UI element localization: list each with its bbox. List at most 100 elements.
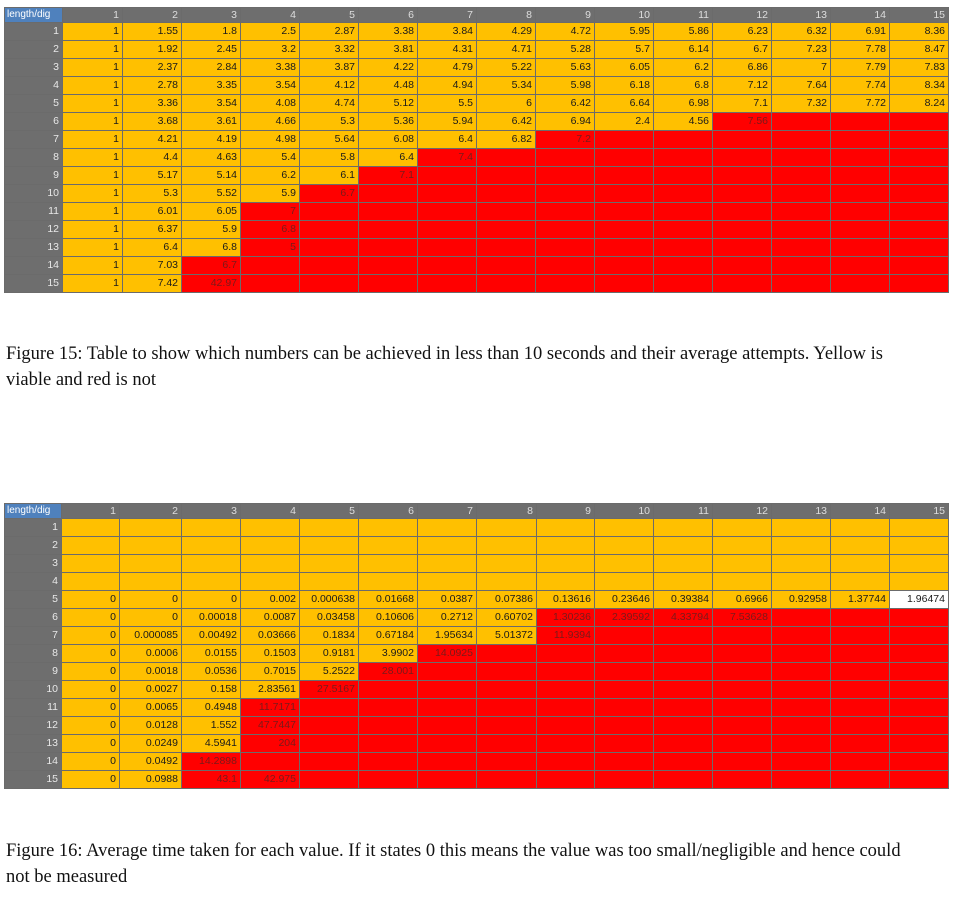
table-cell: 1.55: [122, 22, 182, 41]
table-cell: [830, 608, 890, 627]
table-cell: [653, 238, 713, 257]
table-cell: 7.64: [771, 76, 831, 95]
column-header: 2: [122, 7, 182, 23]
table-cell: [771, 554, 831, 573]
table-cell: 5.14: [181, 166, 241, 185]
table-cell: [889, 554, 949, 573]
table-cell: [476, 770, 537, 789]
table-cell: 4.21: [122, 130, 182, 149]
table-cell: 4.63: [181, 148, 241, 167]
table-cell: 7.23: [771, 40, 831, 59]
table-cell: 0.0018: [119, 662, 182, 681]
table-cell: 0.92958: [771, 590, 831, 609]
row-header: 8: [4, 644, 62, 663]
column-header: 8: [476, 7, 536, 23]
table-cell: [771, 184, 831, 203]
table-cell: [830, 536, 890, 555]
column-header: 8: [476, 503, 537, 519]
table-cell: 3.32: [299, 40, 359, 59]
table-cell: [771, 274, 831, 293]
table-cell: 1.552: [181, 716, 241, 735]
table-cell: [712, 770, 772, 789]
row-header: 11: [4, 202, 63, 221]
table-cell: 6.01: [122, 202, 182, 221]
table-cell: [653, 166, 713, 185]
column-header: 7: [417, 7, 477, 23]
table-cell: [830, 518, 890, 537]
table-cell: 6.8: [181, 238, 241, 257]
table-cell: [240, 554, 300, 573]
table-cell: [771, 148, 831, 167]
table-cell: [299, 220, 359, 239]
table-cell: 5.36: [358, 112, 418, 131]
table-cell: 5.64: [299, 130, 359, 149]
table-cell: [712, 184, 772, 203]
column-header: 1: [61, 503, 120, 519]
table-cell: [653, 536, 713, 555]
table-cell: 204: [240, 734, 300, 753]
table-cell: 6.05: [594, 58, 654, 77]
table-cell: [536, 716, 595, 735]
table-cell: [476, 572, 537, 591]
table-cell: [299, 734, 359, 753]
table-cell: [535, 184, 595, 203]
table-cell: 0.7015: [240, 662, 300, 681]
table-cell: 27.5167: [299, 680, 359, 699]
column-header: 10: [594, 503, 654, 519]
table-cell: 0.4948: [181, 698, 241, 717]
table-cell: 6.8: [653, 76, 713, 95]
table-cell: 5.34: [476, 76, 536, 95]
table-cell: [712, 202, 772, 221]
table-cell: [476, 518, 537, 537]
column-header: 10: [594, 7, 654, 23]
table-cell: [299, 572, 359, 591]
table-cell: [417, 166, 477, 185]
table-cell: [417, 274, 477, 293]
table-cell: 2.87: [299, 22, 359, 41]
table-cell: [712, 274, 772, 293]
table-cell: 6.4: [122, 238, 182, 257]
row-header: 5: [4, 590, 62, 609]
table-row: 12 1 6.37 5.9 6.8: [4, 220, 949, 239]
table-cell: 1: [62, 184, 123, 203]
table-cell: 4.12: [299, 76, 359, 95]
table-cell: 6.82: [476, 130, 536, 149]
table-cell: 0.000085: [119, 626, 182, 645]
table-cell: 0.0006: [119, 644, 182, 663]
table-cell: 3.54: [240, 76, 300, 95]
figure-15-table: length/dig 1 2 3 4 5 6 7 8 9 10 11 12 13 14 15 1 1 1.55 1.8…: [4, 7, 949, 293]
table-cell: [240, 572, 300, 591]
row-header: 11: [4, 698, 62, 717]
table-cell: [830, 256, 890, 275]
table-cell: [712, 734, 772, 753]
table-cell: 0.13616: [536, 590, 595, 609]
column-header: 14: [830, 7, 890, 23]
table-cell: 7.79: [830, 58, 890, 77]
table-cell: [476, 644, 537, 663]
table-cell: 5: [240, 238, 300, 257]
table-cell: 0.07386: [476, 590, 537, 609]
table-cell: 0: [61, 626, 120, 645]
table-cell: [830, 202, 890, 221]
table-cell: [476, 662, 537, 681]
table-row: 9 1 5.17 5.14 6.2 6.1 7.1: [4, 166, 949, 185]
table-cell: [61, 554, 120, 573]
table-cell: [830, 130, 890, 149]
table-cell: [889, 752, 949, 771]
table-cell: 4.71: [476, 40, 536, 59]
table-cell: [771, 770, 831, 789]
table-cell: 0.01668: [358, 590, 418, 609]
table-cell: 11.9394: [536, 626, 595, 645]
table-row: 9 0 0.0018 0.0536 0.7015 5.2522 28.001: [4, 662, 949, 681]
table-cell: [594, 166, 654, 185]
table-cell: [594, 518, 654, 537]
table-cell: [535, 274, 595, 293]
table-cell: 3.61: [181, 112, 241, 131]
table-cell: 1: [62, 76, 123, 95]
column-header: 5: [299, 7, 359, 23]
table-cell: 6.1: [299, 166, 359, 185]
column-header: 1: [62, 7, 123, 23]
table-cell: [535, 238, 595, 257]
table-row: 6 1 3.68 3.61 4.66 5.3 5.36 5.94 6.42 6.94 2.4 4.56…: [4, 112, 949, 131]
table-cell: [536, 572, 595, 591]
